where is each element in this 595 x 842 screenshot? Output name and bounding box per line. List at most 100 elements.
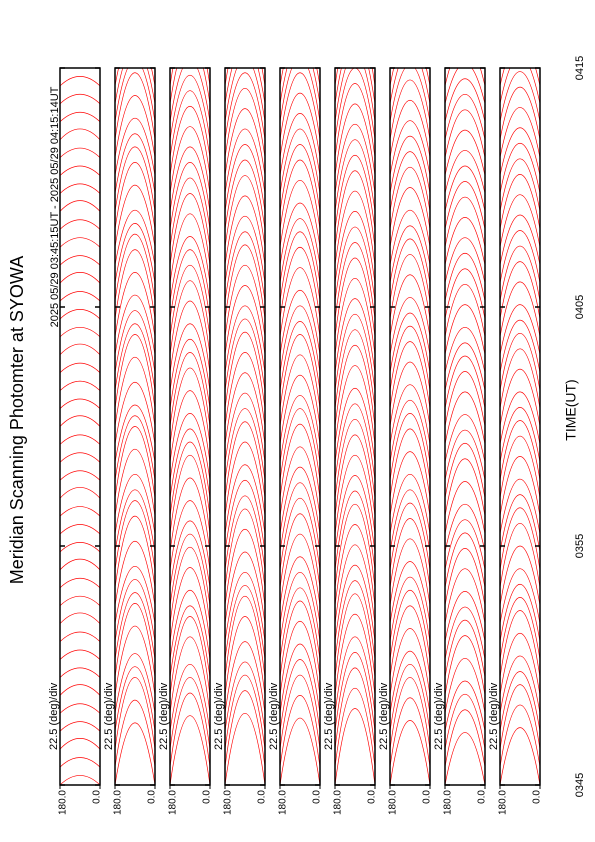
- scan-curve: [390, 518, 430, 588]
- scan-curve: [115, 666, 155, 732]
- scan-curve: [280, 144, 320, 212]
- scan-curve: [445, 371, 485, 427]
- scan-curve: [390, 451, 430, 517]
- scan-curve: [170, 236, 210, 302]
- scan-curve: [500, 107, 540, 158]
- scan-curve: [115, 68, 155, 86]
- scan-curve: [60, 470, 100, 481]
- scan-curve: [225, 244, 265, 319]
- scan-curve: [115, 210, 155, 266]
- scan-curve: [390, 100, 430, 158]
- scan-curve: [390, 650, 430, 714]
- scan-curve: [335, 242, 375, 319]
- scan-curve: [390, 628, 430, 696]
- y-tick-label: 180.0: [388, 790, 399, 815]
- scan-curve: [500, 71, 540, 122]
- panel-scale-label: 22.5 (deg)/div: [268, 682, 280, 750]
- scan-curve: [60, 183, 100, 194]
- scan-curve: [445, 217, 485, 266]
- scan-curve: [170, 616, 210, 696]
- scan-curve: [445, 391, 485, 445]
- scan-curve: [500, 68, 540, 104]
- scan-curve: [500, 435, 540, 499]
- scan-curve: [60, 309, 100, 320]
- scan-curve: [335, 667, 375, 750]
- scan-curve: [390, 413, 430, 481]
- scan-curve: [225, 508, 265, 588]
- scan-curve: [115, 448, 155, 517]
- scan-curve: [60, 775, 100, 785]
- panel-frame: [114, 67, 156, 786]
- scan-curve: [390, 79, 430, 140]
- scan-curve: [115, 381, 155, 445]
- scan-curve: [500, 704, 540, 768]
- scan-curve: [170, 68, 210, 122]
- scan-curve: [115, 500, 155, 570]
- scan-curve: [280, 534, 320, 606]
- scan-curve: [335, 226, 375, 302]
- scan-curve: [335, 83, 375, 158]
- scan-curve: [390, 120, 430, 176]
- scan-curve: [500, 127, 540, 176]
- scan-curve: [225, 572, 265, 642]
- scan-curve: [335, 524, 375, 606]
- scan-curve: [170, 300, 210, 373]
- scan-curve: [115, 426, 155, 499]
- panel-scale-label: 22.5 (deg)/div: [378, 682, 390, 750]
- scan-curve: [390, 605, 430, 678]
- scan-curve: [225, 318, 265, 391]
- scan-curve: [500, 369, 540, 427]
- scan-curve: [115, 404, 155, 463]
- scan-curve: [390, 538, 430, 606]
- y-tick-label: 0.0: [257, 790, 268, 804]
- scan-curve: [335, 155, 375, 230]
- scan-curve: [60, 255, 100, 266]
- scan-curve: [500, 194, 540, 248]
- scan-curve: [60, 291, 100, 302]
- scan-curve: [390, 68, 430, 122]
- scan-curve: [170, 213, 210, 284]
- scan-curve: [170, 715, 210, 785]
- scan-curve: [280, 446, 320, 517]
- scan-curve: [335, 475, 375, 553]
- scan-curve: [500, 507, 540, 570]
- scan-curve: [225, 159, 265, 230]
- x-tick-label: 0355: [574, 534, 586, 558]
- scan-curve: [390, 225, 430, 284]
- scan-curve: [225, 675, 265, 750]
- scan-curve: [60, 757, 100, 768]
- scan-curve: [445, 591, 485, 642]
- scan-curve: [170, 547, 210, 624]
- scan-curve: [500, 479, 540, 535]
- scan-curve: [60, 703, 100, 714]
- scan-curve: [500, 230, 540, 284]
- scan-curve: [60, 649, 100, 660]
- scan-curve: [445, 635, 485, 696]
- scan-curve: [115, 592, 155, 660]
- scan-curve: [170, 605, 210, 678]
- scan-curve: [280, 675, 320, 750]
- scan-curve: [170, 477, 210, 553]
- scan-curve: [225, 595, 265, 678]
- scan-curve: [445, 129, 485, 176]
- scan-curve: [445, 109, 485, 158]
- y-tick-label: 0.0: [312, 790, 323, 804]
- scan-curve: [500, 655, 540, 714]
- scan-curve: [225, 305, 265, 373]
- scan-curve: [170, 323, 210, 391]
- scan-curve: [280, 68, 320, 86]
- scan-curve: [115, 722, 155, 785]
- chart: Meridian Scanning Photomter at SYOWA 202…: [7, 56, 586, 815]
- scan-curve: [115, 249, 155, 320]
- scan-curve: [445, 658, 485, 714]
- scan-curve: [280, 289, 320, 355]
- scan-curve: [500, 610, 540, 678]
- scan-curve: [225, 285, 265, 355]
- scan-curve: [115, 146, 155, 212]
- scan-curve: [170, 454, 210, 535]
- panel-curves: [60, 76, 100, 785]
- scan-curve: [60, 165, 100, 176]
- scan-curve: [335, 544, 375, 624]
- scan-curve: [60, 667, 100, 678]
